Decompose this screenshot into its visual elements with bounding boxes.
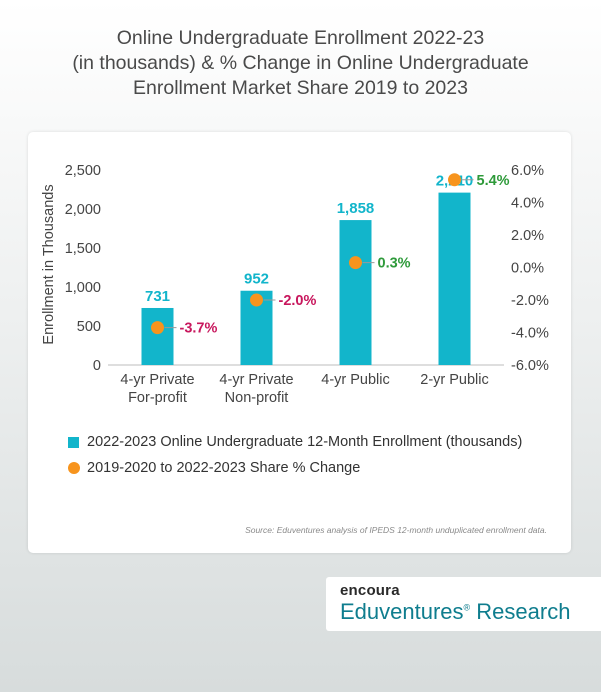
y-axis-title: Enrollment in Thousands	[41, 184, 57, 344]
bar	[438, 192, 471, 365]
logo-eduventures: Eduventures	[340, 599, 464, 624]
title-line-1: Online Undergraduate Enrollment 2022-23	[116, 27, 485, 49]
share-change-dot	[151, 321, 164, 335]
logo-eduventures-research: Eduventures® Research	[340, 599, 570, 625]
bar-value-label: 952	[244, 271, 269, 288]
y-tick-label: 2,000	[65, 202, 101, 218]
y-tick-label: 500	[77, 319, 101, 335]
share-change-label: 0.3%	[378, 256, 411, 272]
y2-tick-label: 4.0%	[511, 196, 544, 212]
logo-encoura: encoura	[340, 582, 400, 599]
legend-label-enrollment: 2022-2023 Online Undergraduate 12-Month …	[87, 434, 523, 450]
bar-value-label: 1,858	[337, 200, 375, 217]
share-change-label: -2.0%	[279, 293, 317, 309]
bar-value-label: 731	[145, 288, 170, 305]
share-change-dot	[250, 293, 263, 307]
x-tick-label: Non-profit	[225, 390, 289, 406]
bar	[141, 307, 174, 365]
combo-chart: 0 500 1,000 1,500 2,000 2,500 -6.0% -4.0% -2.0% 0…	[41, 163, 549, 406]
title-line-2: (in thousands) & % Change in Online Unde…	[72, 52, 529, 74]
y2-tick-label: -4.0%	[511, 326, 549, 342]
y-tick-label: 0	[93, 358, 101, 374]
legend-label-share-change: 2019-2020 to 2022-2023 Share % Change	[87, 460, 361, 476]
share-change-label: -3.7%	[180, 321, 218, 337]
y-tick-label: 1,000	[65, 280, 101, 296]
legend-item-share-change: 2019-2020 to 2022-2023 Share % Change	[68, 458, 360, 478]
y2-tick-label: -6.0%	[511, 358, 549, 374]
logo-registered-mark: ®	[463, 602, 471, 613]
logo-research: Research	[470, 599, 571, 624]
y2-tick-label: 2.0%	[511, 228, 544, 244]
x-tick-label: 4-yr Private	[120, 372, 194, 388]
chart-card: 0 500 1,000 1,500 2,000 2,500 -6.0% -4.0% -2.0% 0…	[28, 132, 571, 553]
x-tick-label: 4-yr Public	[321, 372, 390, 388]
y2-tick-label: -2.0%	[511, 293, 549, 309]
legend-item-enrollment: 2022-2023 Online Undergraduate 12-Month …	[68, 432, 522, 452]
y-tick-label: 2,500	[65, 163, 101, 179]
x-tick-label: 4-yr Private	[219, 372, 293, 388]
x-tick-label: 2-yr Public	[420, 372, 489, 388]
y2-tick-label: 0.0%	[511, 261, 544, 277]
legend-bar-swatch	[68, 436, 79, 448]
share-change-dot	[349, 256, 362, 270]
share-change-label: 5.4%	[477, 173, 510, 189]
y-tick-label: 1,500	[65, 241, 101, 257]
bar	[339, 220, 372, 365]
y2-tick-label: 6.0%	[511, 163, 544, 179]
x-tick-label: For-profit	[128, 390, 187, 406]
chart-title: Online Undergraduate Enrollment 2022-23 …	[0, 26, 601, 101]
share-change-dot	[448, 173, 461, 187]
title-line-3: Enrollment Market Share 2019 to 2023	[133, 77, 468, 99]
brand-logo: encoura Eduventures® Research	[326, 577, 601, 631]
legend-dot-swatch	[68, 462, 80, 474]
source-note: Source: Eduventures analysis of IPEDS 12…	[245, 525, 547, 535]
